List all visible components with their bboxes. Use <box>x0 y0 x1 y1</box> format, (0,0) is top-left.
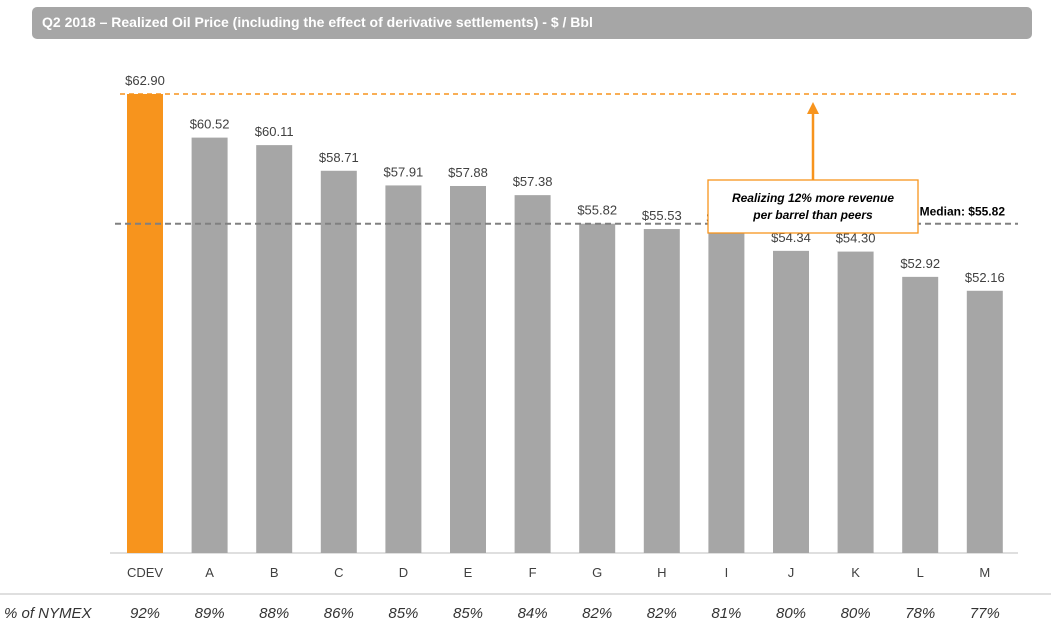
bar-value-label: $58.71 <box>319 150 359 165</box>
nymex-percent: 84% <box>518 605 548 622</box>
bar-l <box>902 276 939 553</box>
nymex-percent: 86% <box>324 605 354 622</box>
bar-value-label: $57.88 <box>448 165 488 180</box>
bar-e <box>450 185 486 554</box>
bar-cdev <box>127 94 163 553</box>
nymex-percent: 81% <box>711 605 741 622</box>
annotation-box <box>707 179 919 234</box>
bar-k <box>837 251 874 553</box>
bar-m <box>966 290 1003 553</box>
nymex-percent: 78% <box>905 605 935 622</box>
bar-value-label: $52.92 <box>900 256 940 271</box>
category-label: I <box>725 565 729 580</box>
category-label: F <box>529 565 537 580</box>
bar-value-label: $57.91 <box>384 164 424 179</box>
bar-value-label: $60.52 <box>190 117 230 132</box>
bar-a <box>191 137 228 554</box>
bar-b <box>256 145 293 553</box>
category-label: C <box>334 565 343 580</box>
bar-value-label: $54.30 <box>836 231 876 246</box>
bar-d <box>385 185 422 553</box>
category-label: K <box>851 565 860 580</box>
category-label: J <box>788 565 795 580</box>
category-label: L <box>917 565 924 580</box>
nymex-percent: 77% <box>970 605 1000 622</box>
category-label: H <box>657 565 666 580</box>
annotation-text-line1: Realizing 12% more revenue <box>732 191 894 205</box>
nymex-percent: 82% <box>582 605 612 622</box>
bar-value-label: $57.38 <box>513 174 553 189</box>
bar-c <box>320 170 357 554</box>
peer-median-label: Peer Median: $55.82 <box>890 205 1005 219</box>
category-label: A <box>205 565 214 580</box>
bar-j <box>773 250 809 553</box>
nymex-percent: 88% <box>259 605 289 622</box>
annotation-arrow-head <box>807 102 819 114</box>
nymex-percent: 82% <box>647 605 677 622</box>
category-label: M <box>979 565 990 580</box>
nymex-percent: 80% <box>776 605 806 622</box>
bar-g <box>579 223 616 553</box>
bar-f <box>514 195 551 554</box>
category-label: D <box>399 565 408 580</box>
category-label: E <box>464 565 473 580</box>
bar-i <box>708 231 745 553</box>
chart-title-bar: Q2 2018 – Realized Oil Price (including … <box>32 7 1032 39</box>
bar-value-label: $52.16 <box>965 270 1005 285</box>
bar-value-label: $55.82 <box>577 203 617 218</box>
nymex-percent: 92% <box>130 605 160 622</box>
bar-h <box>643 229 680 554</box>
nymex-percent: 89% <box>195 605 225 622</box>
bar-value-label: $55.53 <box>642 208 682 223</box>
category-label: CDEV <box>127 565 163 580</box>
nymex-percent: 85% <box>388 605 418 622</box>
nymex-percent: 80% <box>841 605 871 622</box>
category-label: B <box>270 565 279 580</box>
bar-value-label: $60.11 <box>255 124 294 139</box>
annotation-text-line2: per barrel than peers <box>752 208 873 222</box>
category-label: G <box>592 565 602 580</box>
chart-title: Q2 2018 – Realized Oil Price (including … <box>42 14 593 30</box>
bar-value-label: $62.90 <box>125 73 165 88</box>
nymex-row-label: % of NYMEX <box>4 605 93 622</box>
nymex-percent: 85% <box>453 605 483 622</box>
